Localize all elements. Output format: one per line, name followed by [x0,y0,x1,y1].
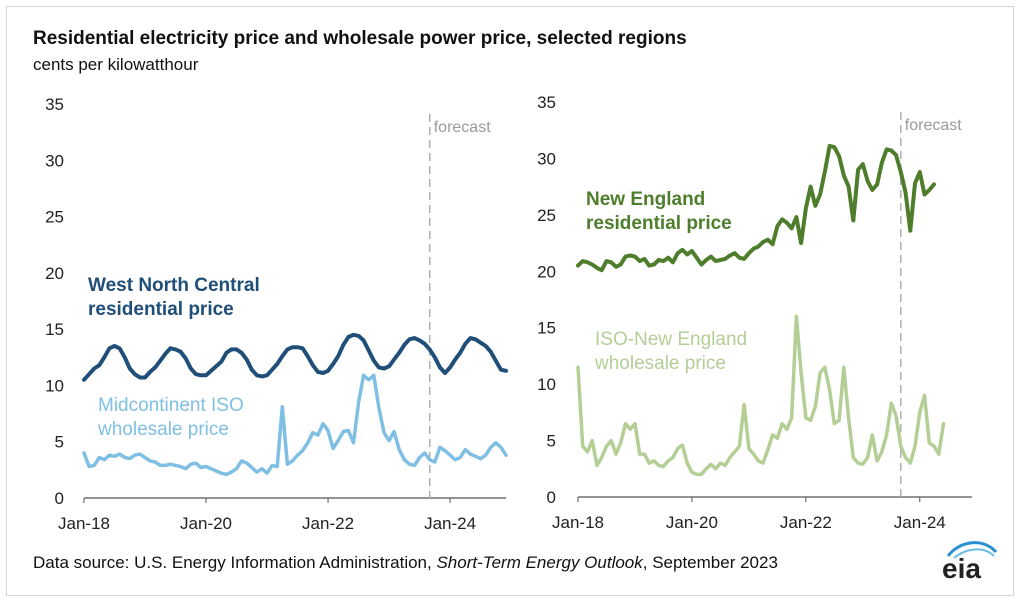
y-tick-label: 25 [537,206,556,225]
series-label: Midcontinent ISO wholesale price [97,395,244,440]
eia-logo: eia [942,541,998,584]
series-label-line: wholesale price [594,353,726,374]
y-tick-label: 25 [45,208,64,227]
y-tick-label: 0 [547,488,556,507]
source-prefix: Data source: U.S. Energy Information Adm… [33,553,437,572]
series-label: West North Central residential price [88,275,260,320]
series-label: ISO-New England wholesale price [594,329,747,374]
x-tick-label: Jan-24 [894,513,946,532]
forecast-label: forecast [905,117,962,134]
y-tick-label: 10 [45,376,64,395]
series-line [576,314,946,477]
y-tick-label: 30 [537,149,556,168]
units-subtitle: cents per kilowatthour [33,55,199,74]
series-label-line: residential price [586,213,732,234]
series-line [82,332,508,382]
x-tick-label: Jan-18 [58,514,110,533]
x-tick-label: Jan-24 [424,514,476,533]
y-tick-label: 30 [45,151,64,170]
y-tick-label: 20 [45,264,64,283]
x-tick-label: Jan-20 [666,513,718,532]
chart-title: Residential electricity price and wholes… [33,28,687,49]
eia-logo-swoosh [946,541,998,557]
y-tick-label: 10 [537,375,556,394]
series-line [82,373,508,477]
y-tick-label: 5 [547,432,556,451]
eia-logo-swoosh-inner [953,548,995,559]
series-label-line: ISO-New England [595,329,747,350]
series-label-line: West North Central [88,275,260,296]
y-tick-label: 35 [537,93,556,112]
source-suffix: , September 2023 [642,553,778,572]
y-tick-label: 15 [45,320,64,339]
source-publication: Short-Term Energy Outlook [436,553,643,572]
x-tick-label: Jan-22 [302,514,354,533]
y-tick-label: 5 [55,433,64,452]
series-label-line: residential price [88,299,234,320]
y-tick-label: 0 [55,489,64,508]
data-source-note: Data source: U.S. Energy Information Adm… [33,553,778,573]
series-label-line: wholesale price [97,419,229,440]
eia-logo-text: eia [942,553,981,584]
forecast-label: forecast [434,119,491,136]
series-line [576,144,936,273]
y-tick-label: 35 [45,95,64,114]
x-tick-label: Jan-18 [552,513,604,532]
series-label-line: Midcontinent ISO [98,395,244,416]
x-tick-label: Jan-20 [180,514,232,533]
chart-frame [6,6,1014,596]
series-label-line: New England [586,189,705,210]
x-tick-label: Jan-22 [780,513,832,532]
y-tick-label: 20 [537,262,556,281]
series-label: New England residential price [586,189,732,234]
y-tick-label: 15 [537,319,556,338]
